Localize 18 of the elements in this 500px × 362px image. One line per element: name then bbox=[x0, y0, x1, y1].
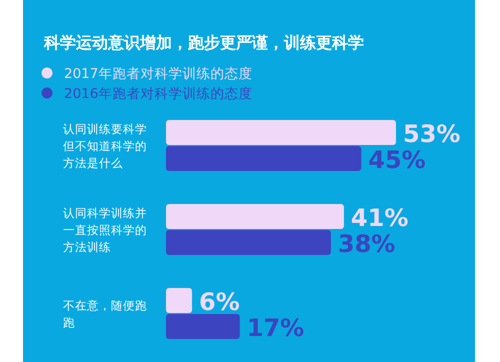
data-label: 53% bbox=[403, 120, 460, 148]
data-label: 38% bbox=[338, 230, 396, 258]
bar bbox=[166, 120, 396, 145]
bar bbox=[166, 146, 362, 171]
data-label: 17% bbox=[246, 314, 304, 342]
data-label: 6% bbox=[199, 288, 240, 316]
legend-label: 2017年跑者对科学训练的态度 bbox=[64, 66, 252, 82]
bar bbox=[166, 204, 344, 229]
data-label: 45% bbox=[368, 146, 426, 174]
y-tick-label: 认同科学训练并一直按照科学的方法训练 bbox=[63, 206, 147, 254]
y-tick-label: 认同训练要科学但不知道科学的方法是什么 bbox=[63, 122, 147, 170]
chart-title: 科学运动意识增加，跑步更严谨，训练更科学 bbox=[43, 33, 364, 52]
bar bbox=[166, 288, 192, 313]
bar bbox=[166, 230, 331, 255]
legend-label: 2016年跑者对科学训练的态度 bbox=[64, 86, 252, 102]
data-label: 41% bbox=[350, 204, 408, 232]
bar bbox=[166, 314, 240, 339]
y-tick-label: 不在意，随便跑跑 bbox=[63, 298, 147, 330]
